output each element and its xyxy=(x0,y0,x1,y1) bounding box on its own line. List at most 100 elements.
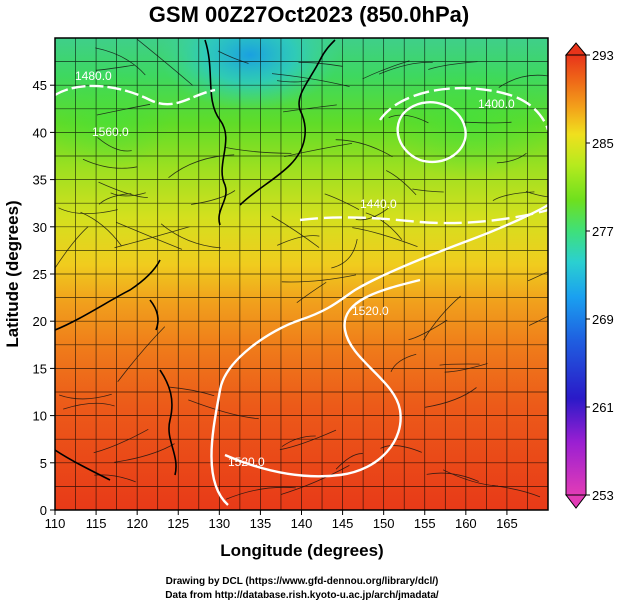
streamline xyxy=(168,154,235,179)
streamline xyxy=(408,319,448,341)
streamline xyxy=(169,386,215,397)
streamline xyxy=(93,428,149,454)
contour-label-4: 1480.0 xyxy=(75,69,112,83)
streamline xyxy=(388,114,429,124)
streamline xyxy=(55,226,89,269)
colorbar-upper-arrow xyxy=(564,42,588,56)
y-tick-label: 0 xyxy=(40,503,47,518)
streamline xyxy=(271,73,350,87)
streamline xyxy=(425,387,477,408)
streamline xyxy=(296,281,327,304)
streamline xyxy=(380,445,422,453)
streamline xyxy=(225,147,292,154)
x-axis-label: Longitude (degrees) xyxy=(220,541,383,560)
streamline xyxy=(225,486,296,500)
lat-lon-grid xyxy=(55,38,548,510)
contour-label-5: 1400.0 xyxy=(478,97,515,111)
x-axis-ticks: 110 115 120 125 130 135 140 145 150 155 160 165 xyxy=(45,510,518,531)
streamline xyxy=(96,103,151,116)
wind-streamlines xyxy=(55,39,548,500)
streamline xyxy=(464,121,512,124)
y-tick-label: 30 xyxy=(33,220,47,235)
credit-drawing: Drawing by DCL (https://www.gfd-dennou.o… xyxy=(166,576,439,587)
y-tick-label: 40 xyxy=(33,125,47,140)
korea-coast xyxy=(204,39,227,226)
x-tick-label: 145 xyxy=(332,516,354,531)
colorbar-scale xyxy=(565,54,587,496)
streamline xyxy=(439,363,480,366)
y-tick-label: 15 xyxy=(33,361,47,376)
x-tick-label: 135 xyxy=(250,516,272,531)
green-region-west xyxy=(55,70,170,170)
streamline xyxy=(95,47,146,76)
streamline xyxy=(114,443,175,463)
streamline xyxy=(281,274,357,283)
y-tick-label: 45 xyxy=(33,78,47,93)
streamline xyxy=(110,192,146,197)
streamline xyxy=(188,399,259,420)
map-title: GSM 00Z27Oct2023 (850.0hPa) xyxy=(149,2,469,27)
x-tick-label: 165 xyxy=(496,516,518,531)
streamline xyxy=(298,62,343,67)
y-tick-label: 20 xyxy=(33,314,47,329)
streamline xyxy=(271,215,320,248)
china-coast xyxy=(55,259,161,331)
streamline xyxy=(428,61,478,70)
philippines-coast xyxy=(159,369,177,476)
contour-label-1: 1520.0 xyxy=(228,455,265,469)
contour-1480 xyxy=(55,84,216,106)
streamline xyxy=(412,188,444,193)
colorbar-ticks: 293 285 277 269 261 253 xyxy=(586,48,614,503)
colorbar-tick-label: 277 xyxy=(592,224,614,239)
streamline xyxy=(492,485,541,498)
streamline xyxy=(335,453,363,470)
borneo-coast xyxy=(55,449,111,481)
y-tick-label: 35 xyxy=(33,173,47,188)
green-region xyxy=(390,60,548,180)
streamline xyxy=(362,60,410,80)
streamline xyxy=(281,435,316,447)
streamline xyxy=(426,472,479,482)
y-tick-label: 5 xyxy=(40,456,47,471)
height-contours xyxy=(55,84,548,506)
japan-coast xyxy=(239,39,336,206)
x-tick-label: 160 xyxy=(455,516,477,531)
credit-data: Data from http://database.rish.kyoto-u.a… xyxy=(165,590,439,601)
colorbar-tick-label: 261 xyxy=(592,400,614,415)
streamline xyxy=(525,191,548,198)
x-tick-label: 150 xyxy=(373,516,395,531)
streamline xyxy=(82,158,138,169)
streamline xyxy=(365,212,403,240)
contour-1520-north xyxy=(210,203,548,506)
contour-1440 xyxy=(379,86,548,131)
streamline xyxy=(98,193,132,205)
x-tick-label: 130 xyxy=(208,516,230,531)
streamline xyxy=(280,465,350,495)
x-tick-label: 125 xyxy=(167,516,189,531)
streamline xyxy=(390,353,417,372)
streamline xyxy=(283,104,337,113)
taiwan-coast xyxy=(149,299,159,331)
colorbar-tick-label: 253 xyxy=(592,488,614,503)
x-tick-label: 140 xyxy=(291,516,313,531)
y-axis-label: Latitude (degrees) xyxy=(3,200,22,347)
streamline xyxy=(423,295,461,341)
streamline xyxy=(160,223,221,249)
streamline xyxy=(324,193,360,210)
contour-label-6: 1440.0 xyxy=(360,197,397,211)
streamline xyxy=(492,191,535,201)
streamline xyxy=(95,64,135,71)
x-tick-label: 120 xyxy=(126,516,148,531)
streamline xyxy=(335,139,393,158)
streamline xyxy=(63,402,115,410)
colorbar-tick-label: 285 xyxy=(592,136,614,151)
streamline xyxy=(217,50,249,64)
y-axis-ticks: 0 5 10 15 20 25 30 35 40 45 xyxy=(33,78,55,518)
contour-label-3: 1560.0 xyxy=(92,125,129,139)
contour-1400 xyxy=(299,208,548,225)
streamline xyxy=(94,474,136,483)
coastlines xyxy=(55,39,336,481)
contour-1520-south xyxy=(224,278,421,478)
colorbar: 293 285 277 269 261 253 xyxy=(564,42,614,509)
